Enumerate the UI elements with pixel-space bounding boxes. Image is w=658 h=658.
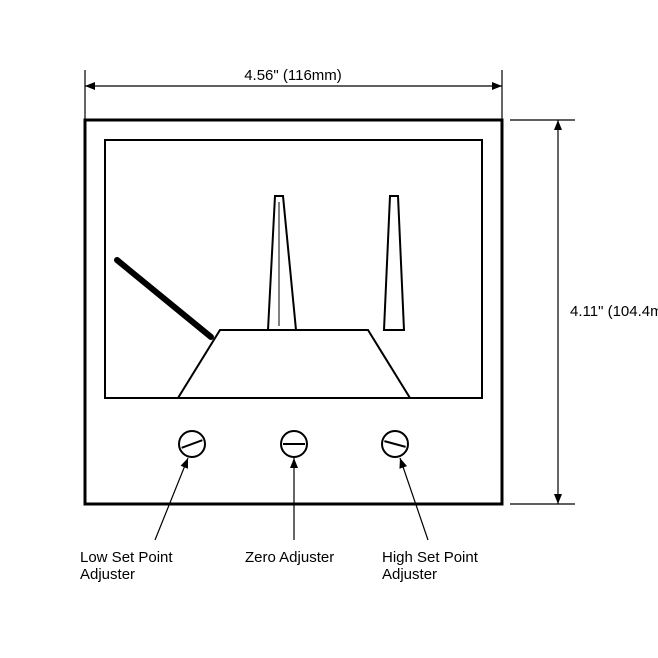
callout-low-label-1: Low Set Point bbox=[80, 549, 173, 566]
knob-low bbox=[179, 431, 205, 457]
callout-high-label-2: Adjuster bbox=[382, 566, 437, 583]
callout-center: Zero Adjuster bbox=[245, 458, 334, 566]
pointer-high bbox=[384, 196, 404, 330]
dimension-width-label: 4.56" (116mm) bbox=[244, 67, 342, 84]
knob-center bbox=[281, 431, 307, 457]
callout-high-label-1: High Set Point bbox=[382, 549, 479, 566]
dimension-height-label: 4.11" (104.4mm) bbox=[570, 303, 658, 320]
dimension-right: 4.11" (104.4mm) bbox=[510, 120, 658, 504]
knob-high bbox=[382, 431, 408, 457]
callout-center-label: Zero Adjuster bbox=[245, 549, 334, 566]
meter-diagram: 4.56" (116mm) 4.11" (104.4mm) bbox=[0, 0, 658, 658]
pointer-low bbox=[117, 260, 211, 337]
callout-low-label-2: Adjuster bbox=[80, 566, 135, 583]
callout-low: Low Set Point Adjuster bbox=[80, 458, 188, 583]
callout-high: High Set Point Adjuster bbox=[382, 458, 479, 583]
movement-housing bbox=[178, 330, 410, 398]
pointer-center bbox=[268, 196, 296, 330]
